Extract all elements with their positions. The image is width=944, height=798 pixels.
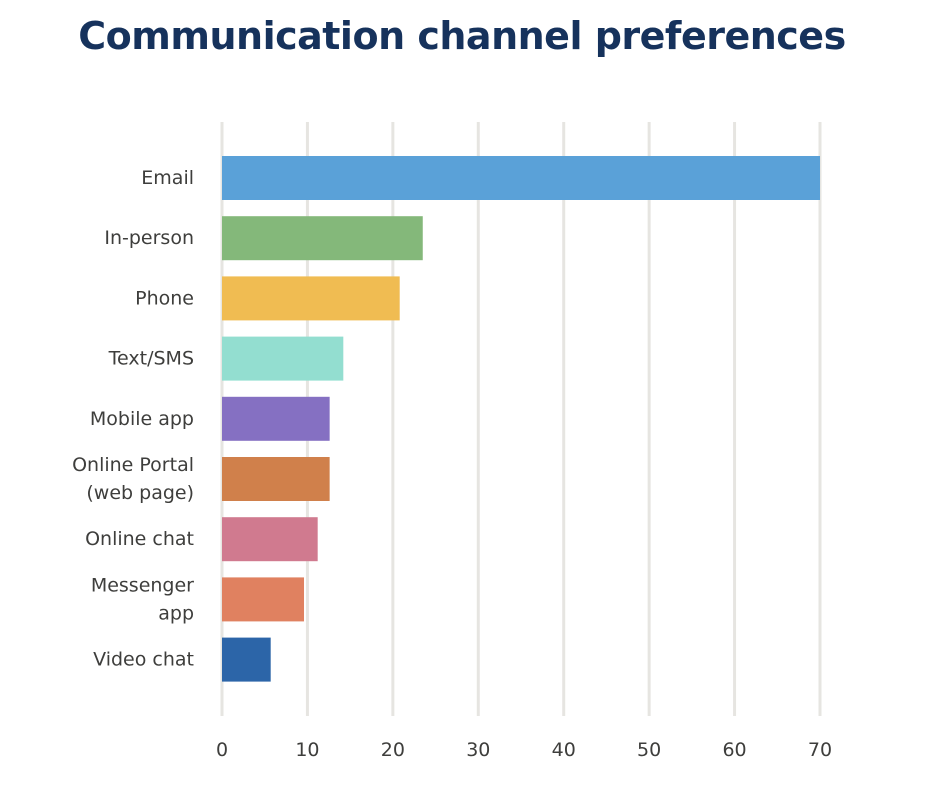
chart-title: Communication channel preferences [78,14,846,58]
x-tick-label: 20 [381,739,405,761]
category-label: Video chat [93,649,194,671]
category-labels: Email In-person Phone Text/SMS Mobile app Onl… [72,167,194,671]
x-tick-label: 10 [295,739,319,761]
bar [222,276,400,321]
x-tick-label: 70 [808,739,832,761]
bars [222,156,820,682]
bar [222,336,344,381]
x-tick-label: 40 [552,739,576,761]
category-label: Text/SMS [108,348,194,370]
bar [222,396,330,441]
bar [222,156,820,200]
x-tick-label: 50 [637,739,661,761]
x-tick-label: 60 [722,739,746,761]
category-label: Online Portal (web page) [72,454,194,504]
category-label: Online chat [85,528,194,550]
category-label: Phone [135,287,194,309]
bar [222,457,330,501]
bar [222,637,271,682]
x-axis-tick-labels: 0 10 20 30 40 50 60 70 [216,739,832,761]
x-tick-label: 30 [466,739,490,761]
category-label: Messenger app [91,574,194,624]
bar [222,216,423,261]
category-label: In-person [104,227,194,249]
category-label: Email [141,167,194,189]
bar [222,517,318,562]
bar [222,577,305,622]
x-tick-label: 0 [216,739,228,761]
category-label: Mobile app [90,408,194,430]
